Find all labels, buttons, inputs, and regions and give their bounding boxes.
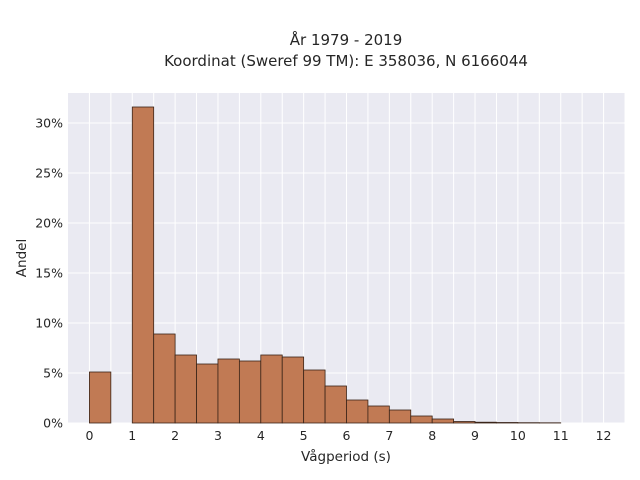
x-tick-label: 11 <box>553 428 569 443</box>
x-tick-label: 3 <box>214 428 222 443</box>
histogram-bar <box>174 354 197 424</box>
y-tick-label: 10% <box>35 316 63 331</box>
histogram-bar <box>346 399 369 424</box>
chart-title-line1: År 1979 - 2019 <box>290 30 403 49</box>
y-axis-ticks: 0% 5% 10% 15% 20% 25% 30% <box>35 116 63 431</box>
histogram-bar <box>153 333 176 424</box>
y-tick-label: 20% <box>35 216 63 231</box>
histogram-bar <box>217 358 240 424</box>
histogram-bar <box>410 415 433 424</box>
x-tick-label: 6 <box>343 428 351 443</box>
x-tick-label: 12 <box>596 428 612 443</box>
x-tick-label: 2 <box>171 428 179 443</box>
histogram-bar <box>388 409 412 424</box>
y-tick-label: 0% <box>43 416 63 431</box>
x-tick-label: 8 <box>428 428 436 443</box>
histogram-bar <box>303 369 326 424</box>
y-tick-label: 25% <box>35 166 63 181</box>
histogram-bar <box>496 422 519 424</box>
x-axis-ticks: 0 1 2 3 4 5 6 7 8 9 10 11 12 <box>85 428 611 443</box>
histogram-bar <box>474 421 497 424</box>
bars <box>89 106 562 424</box>
histogram-bar <box>367 405 390 424</box>
histogram-bar <box>453 421 476 424</box>
y-tick-label: 5% <box>43 366 63 381</box>
x-tick-label: 5 <box>300 428 308 443</box>
histogram-bar <box>260 354 283 424</box>
histogram-bar <box>238 360 262 424</box>
x-tick-label: 0 <box>85 428 93 443</box>
y-axis-label: Andel <box>14 239 30 277</box>
x-tick-label: 7 <box>385 428 393 443</box>
chart-title-line2: Koordinat (Sweref 99 TM): E 358036, N 61… <box>164 52 528 70</box>
histogram-bar <box>431 418 455 424</box>
histogram-bar <box>89 371 112 424</box>
y-tick-label: 30% <box>35 116 63 131</box>
x-tick-label: 10 <box>510 428 526 443</box>
histogram-bar <box>324 385 347 424</box>
histogram-bar <box>196 363 219 424</box>
x-axis-label: Vågperiod (s) <box>301 448 391 465</box>
x-tick-label: 4 <box>257 428 265 443</box>
histogram-bar <box>131 106 155 424</box>
x-tick-label: 9 <box>471 428 479 443</box>
x-tick-label: 1 <box>128 428 136 443</box>
histogram-bar <box>281 356 305 424</box>
y-tick-label: 15% <box>35 266 63 281</box>
